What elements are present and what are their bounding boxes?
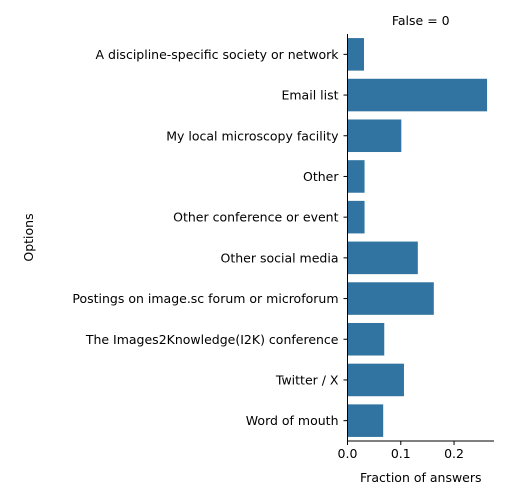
bar-9 xyxy=(347,404,384,437)
y-tick-label: Email list xyxy=(281,88,338,103)
x-tick-label: 0.2 xyxy=(444,446,464,461)
x-axis-ticks: 0.0 0.1 0.2 xyxy=(338,441,464,461)
bar-3 xyxy=(347,160,365,193)
y-tick-label: Word of mouth xyxy=(246,413,339,428)
facet-title: False = 0 xyxy=(392,13,450,28)
y-tick-label: Other social media xyxy=(220,250,338,265)
bar-0 xyxy=(347,38,365,71)
bars-group xyxy=(347,38,488,437)
y-tick-label: The Images2Knowledge(I2K) conference xyxy=(85,332,339,347)
bar-5 xyxy=(347,241,418,275)
y-tick-label: Twitter / X xyxy=(275,372,339,387)
x-axis-title: Fraction of answers xyxy=(360,470,482,485)
x-tick-label: 0.0 xyxy=(338,446,358,461)
y-tick-label: Other conference or event xyxy=(173,210,338,225)
bar-2 xyxy=(347,119,402,153)
y-tick-label: Postings on image.sc forum or microforum xyxy=(72,291,338,306)
bar-8 xyxy=(347,363,404,397)
x-tick-label: 0.1 xyxy=(391,446,411,461)
bar-7 xyxy=(347,322,385,356)
y-tick-label: Other xyxy=(303,169,339,184)
bar-4 xyxy=(347,200,365,234)
bar-1 xyxy=(347,78,488,112)
y-axis-title: Options xyxy=(21,213,36,261)
y-tick-label: My local microscopy facility xyxy=(166,128,339,143)
y-axis-ticks: A discipline-specific society or network… xyxy=(72,47,348,428)
y-tick-label: A discipline-specific society or network xyxy=(96,47,340,62)
bar-6 xyxy=(347,282,434,315)
